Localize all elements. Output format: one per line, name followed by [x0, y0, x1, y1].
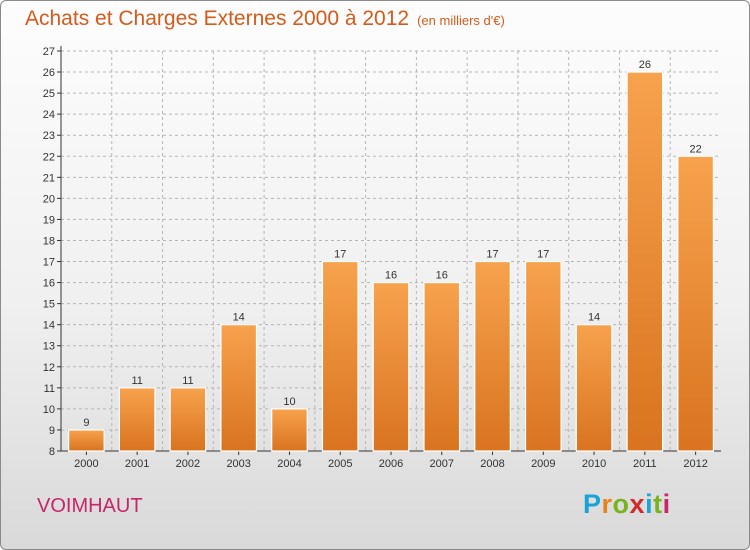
y-tick-label: 20 [43, 193, 55, 205]
data-label: 11 [131, 375, 142, 387]
y-tick-label: 15 [43, 299, 55, 311]
logo-letter: P [583, 489, 602, 519]
x-tick-label: 2011 [633, 458, 657, 470]
proxiti-logo: Proxiti [583, 489, 671, 520]
logo-letter: o [612, 489, 630, 519]
y-tick-label: 17 [43, 257, 55, 269]
y-tick-label: 16 [43, 278, 55, 290]
y-tick-label: 27 [43, 46, 55, 58]
y-tick-label: 25 [43, 88, 55, 100]
y-tick-label: 8 [49, 446, 55, 458]
y-tick-label: 24 [43, 109, 55, 121]
bar [524, 260, 562, 452]
x-tick-label: 2006 [379, 458, 403, 470]
bar [220, 324, 258, 452]
x-tick-label: 2008 [480, 458, 504, 470]
data-labels: 9 11 11 14 10 17 16 16 17 17 14 26 22 [83, 59, 701, 429]
x-tick-label: 2001 [125, 458, 149, 470]
x-tick-label: 2010 [582, 458, 606, 470]
data-label: 26 [639, 59, 651, 71]
bar [677, 155, 714, 452]
bar [321, 260, 359, 452]
logo-letter: i [662, 489, 671, 519]
data-label: 16 [385, 270, 397, 282]
y-tick-label: 12 [43, 362, 55, 374]
bar [68, 429, 105, 452]
chart-subtitle: (en milliers d'€) [417, 13, 505, 28]
logo-letter: r [601, 489, 613, 519]
y-tick-label: 13 [43, 341, 55, 353]
y-tick-label: 26 [43, 67, 55, 79]
bar [626, 71, 664, 452]
x-tick-label: 2012 [683, 458, 707, 470]
bar [271, 408, 308, 452]
data-label: 10 [283, 396, 295, 408]
commune-name: VOIMHAUT [37, 495, 143, 517]
logo-letter: t [653, 489, 663, 519]
x-tick-label: 2005 [328, 458, 352, 470]
bar [423, 281, 461, 452]
x-tick-label: 2004 [277, 458, 301, 470]
x-tick-label: 2007 [430, 458, 454, 470]
data-label: 16 [436, 270, 448, 282]
bar [118, 387, 156, 452]
x-tick-label: 2000 [74, 458, 98, 470]
bar [169, 387, 207, 452]
chart-title-text: Achats et Charges Externes 2000 à 2012 [25, 7, 410, 30]
x-tick-label: 2009 [531, 458, 555, 470]
y-tick-label: 14 [43, 320, 55, 332]
axes: 8 9 10 11 12 13 14 15 16 17 18 19 20 21 22 23 24 25 26 27 20… [43, 46, 721, 470]
y-tick-label: 9 [49, 425, 55, 437]
data-label: 17 [537, 249, 549, 261]
y-tick-label: 11 [44, 383, 55, 395]
data-label: 22 [689, 143, 701, 155]
data-label: 17 [334, 249, 346, 261]
y-tick-label: 21 [43, 172, 55, 184]
data-label: 17 [486, 249, 498, 261]
y-tick-label: 23 [43, 130, 55, 142]
bars [68, 71, 714, 452]
bar [575, 324, 613, 452]
x-tick-label: 2002 [176, 458, 200, 470]
data-label: 9 [83, 417, 89, 429]
x-tick-label: 2003 [226, 458, 250, 470]
logo-letter: x [629, 489, 646, 519]
y-tick-label: 18 [43, 235, 55, 247]
data-label: 14 [588, 312, 600, 324]
data-label: 14 [233, 312, 245, 324]
logo-letter: i [645, 489, 654, 519]
data-label: 11 [182, 375, 193, 387]
bar [474, 260, 511, 452]
y-tick-label: 19 [43, 214, 55, 226]
y-tick-label: 22 [43, 151, 55, 163]
bar [372, 281, 410, 452]
y-tick-label: 10 [43, 404, 55, 416]
chart-title: Achats et Charges Externes 2000 à 2012 (e… [25, 7, 505, 31]
